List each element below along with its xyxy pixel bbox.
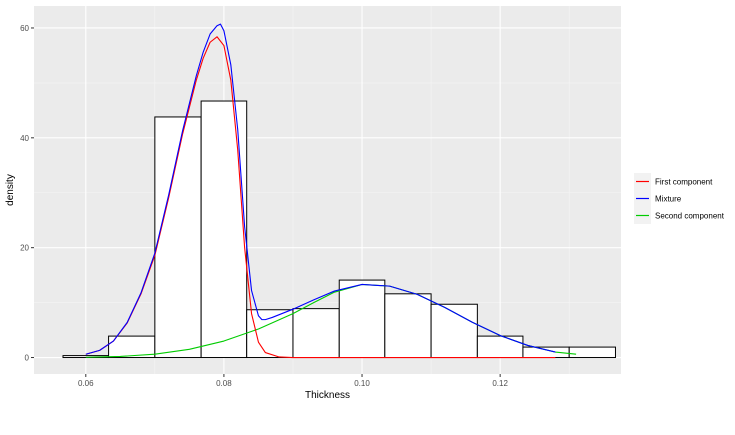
y-tick-label: 0	[25, 354, 30, 363]
legend: First component Mixture Second component	[634, 173, 725, 224]
legend-label-2: Mixture	[655, 195, 682, 204]
histogram-bars	[62, 100, 616, 359]
histogram-bar-10	[476, 335, 524, 359]
y-tick-label: 60	[20, 24, 29, 33]
x-tick-label: 0.08	[216, 379, 232, 388]
x-tick-label: 0.10	[354, 379, 370, 388]
histogram-bar-7	[338, 279, 386, 359]
legend-label-3: Second component	[655, 212, 725, 221]
histogram-bar-12	[568, 346, 616, 359]
y-tick-label: 20	[20, 244, 29, 253]
histogram-bar-8	[384, 293, 432, 359]
y-axis: 0 20 40 60	[20, 24, 34, 363]
x-tick-label: 0.12	[492, 379, 508, 388]
legend-label-1: First component	[655, 178, 713, 187]
series-line-mixture	[85, 23, 556, 355]
density-curves	[85, 23, 577, 359]
x-axis-title: Thickness	[305, 390, 350, 401]
histogram-bar-4	[200, 100, 248, 359]
histogram-bar-6	[292, 308, 340, 359]
y-axis-title: density	[5, 174, 16, 206]
x-axis: 0.06 0.08 0.10 0.12	[78, 374, 508, 388]
y-tick-label: 40	[20, 134, 29, 143]
x-tick-label: 0.06	[78, 379, 94, 388]
